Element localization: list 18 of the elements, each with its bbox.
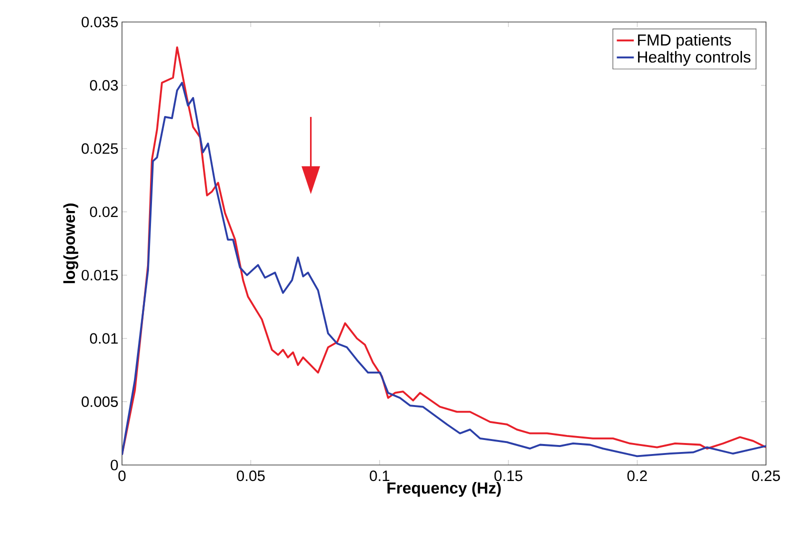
x-tick-label: 0.2 [627,470,647,482]
y-tick-label: 0.015 [82,270,118,280]
x-tick-label: 0.1 [370,470,390,482]
y-axis-title: log(power) [63,204,78,284]
y-tick-label: 0.03 [90,80,118,91]
legend-label: FMD patients [638,34,731,49]
y-tick-label: 0.025 [82,143,118,154]
y-tick-label: 0.02 [90,206,118,218]
y-tick-label: 0.005 [82,396,118,407]
x-tick-label: 0 [118,470,126,482]
x-tick-label: 0.25 [752,470,780,482]
y-tick-label: 0.035 [82,16,118,28]
x-axis-title: Frequency (Hz) [387,482,501,497]
x-tick-label: 0.15 [494,470,522,482]
x-tick-label: 0.05 [236,470,265,482]
y-tick-label: 0 [110,460,118,470]
y-tick-label: 0.01 [90,333,118,344]
legend-label: Healthy controls [638,50,750,66]
